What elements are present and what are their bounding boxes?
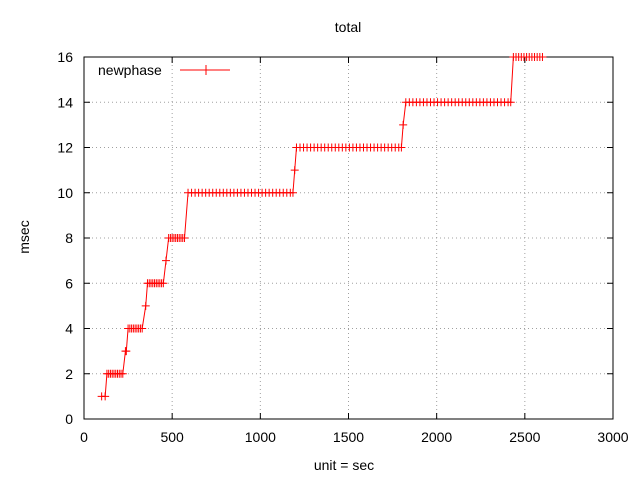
y-tick-label: 14 [57,94,73,110]
data-point [122,347,131,356]
y-axis-label: msec [16,220,32,253]
y-tick-label: 10 [57,185,73,201]
data-point [141,301,150,310]
y-tick-label: 12 [57,140,73,156]
x-tick-label: 2500 [509,429,540,445]
tick-labels: 0 500 1000 1500 2000 2500 3000 0 2 4 6 8 10 12 14 16 [57,49,628,445]
series-line [101,56,543,397]
x-tick-label: 2000 [421,429,452,445]
data-point [399,120,408,129]
data-point [138,324,147,333]
legend-marker [201,65,211,75]
data-point [397,143,406,152]
x-tick-label: 3000 [597,429,628,445]
y-tick-label: 8 [65,230,73,246]
legend-label: newphase [98,62,162,78]
data-point [538,53,547,61]
data-point [180,234,189,242]
grid-lines [84,57,613,419]
x-tick-label: 500 [160,429,184,445]
data-point [161,256,170,265]
y-tick-label: 4 [65,321,73,337]
data-point [101,392,110,401]
x-tick-label: 1000 [245,429,276,445]
y-tick-label: 16 [57,49,73,65]
x-axis-label: unit = sec [314,457,374,473]
data-point [506,98,515,107]
x-tick-label: 0 [80,429,88,445]
axis-ticks [83,56,614,420]
y-tick-label: 2 [65,366,73,382]
chart-title: total [335,19,361,35]
legend: newphase [98,62,230,78]
data-point [290,166,299,175]
data-point [288,188,297,197]
y-tick-label: 0 [65,411,73,427]
data-point [118,369,127,378]
series-newphase [97,53,547,401]
y-tick-label: 6 [65,275,73,291]
x-tick-label: 1500 [333,429,364,445]
data-point [159,279,168,288]
